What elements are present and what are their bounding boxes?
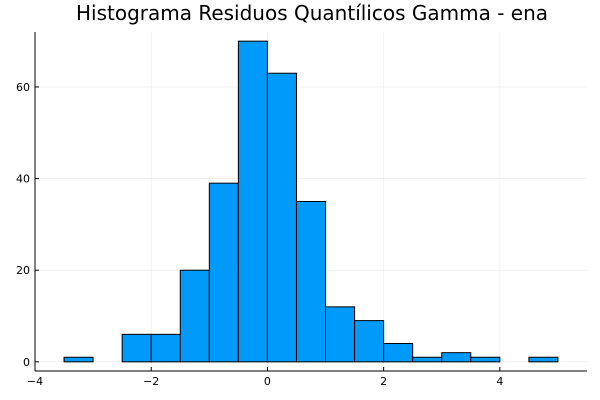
y-tick-label: 20 xyxy=(16,264,30,277)
x-tick-label: −4 xyxy=(27,375,43,388)
histogram-bar xyxy=(208,182,239,363)
histogram-bar xyxy=(354,320,385,363)
y-tick-label: 0 xyxy=(23,356,30,369)
histogram-bar xyxy=(441,352,472,363)
histogram-bar xyxy=(325,306,356,363)
histogram-bar xyxy=(150,333,181,363)
histogram-bar xyxy=(121,333,152,363)
y-tick-label: 60 xyxy=(16,81,30,94)
chart-title: Histograma Residuos Quantílicos Gamma - … xyxy=(76,1,548,25)
axes xyxy=(34,32,587,372)
x-tick-label: 4 xyxy=(496,375,503,388)
histogram-bar xyxy=(295,201,327,363)
histogram-bar xyxy=(179,269,210,363)
histogram-bar xyxy=(470,356,501,363)
histogram-bar xyxy=(528,356,559,363)
histogram-bar xyxy=(237,40,268,363)
x-tick-label: 2 xyxy=(380,375,387,388)
histogram-bar xyxy=(266,72,297,363)
bars xyxy=(63,40,559,363)
histogram-bar xyxy=(63,356,94,363)
histogram-bar xyxy=(383,343,414,363)
y-tick-label: 40 xyxy=(16,173,30,186)
histogram-bar xyxy=(412,356,443,363)
x-tick-label: −2 xyxy=(143,375,159,388)
x-tick-label: 0 xyxy=(264,375,271,388)
